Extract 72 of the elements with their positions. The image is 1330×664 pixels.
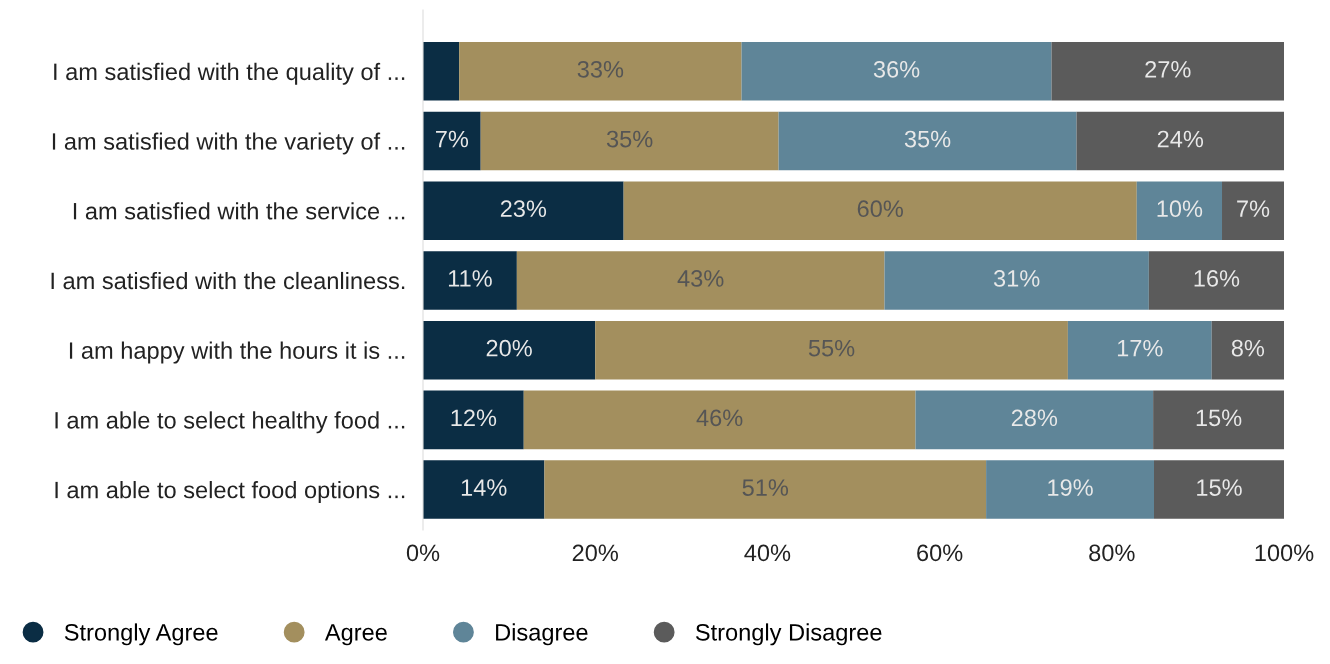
data-label: 51% [742, 479, 789, 496]
y-tick-label: I am satisfied with the service ... [73, 202, 405, 220]
data-label: 31% [993, 270, 1040, 287]
bar [1211, 320, 1284, 380]
data-label: 27% [1145, 60, 1191, 78]
bar [884, 251, 1149, 310]
bar [523, 390, 916, 450]
data-label: 7% [435, 130, 469, 148]
bar [1136, 181, 1223, 241]
data-label: 60% [857, 200, 903, 218]
y-tick-label: I am satisfied with the quality of ... [54, 62, 405, 85]
data-label: 43% [677, 270, 724, 287]
bar [423, 251, 517, 310]
data-label: 14% [461, 479, 507, 496]
data-label: 35% [606, 130, 653, 148]
data-label: 24% [1157, 130, 1204, 148]
legend-label: Agree [324, 624, 387, 646]
data-label: 55% [808, 339, 855, 357]
bar [480, 111, 779, 171]
bar [459, 42, 742, 101]
bar [986, 460, 1154, 519]
data-label: 19% [1048, 479, 1093, 496]
data-label: 16% [1194, 270, 1240, 287]
data-label: 7% [1237, 200, 1270, 217]
legend-label: Disagree [496, 623, 588, 646]
x-tick-label: 20% [572, 544, 618, 562]
data-label: 8% [1231, 339, 1265, 357]
legend-label: Strongly Agree [64, 623, 218, 646]
bar [423, 390, 524, 450]
x-tick-label: 60% [917, 544, 963, 562]
bar [1051, 42, 1284, 101]
data-label: 12% [451, 409, 497, 427]
bar [423, 320, 596, 380]
x-tick-label: 100% [1255, 544, 1314, 562]
y-tick-label: I am satisfied with the variety of ... [52, 132, 405, 155]
y-tick-label: I am able to select healthy food ... [55, 411, 405, 434]
y-tick-label: I am satisfied with the cleanliness. [51, 271, 405, 290]
data-label: 35% [904, 130, 951, 148]
data-label: 46% [696, 409, 743, 427]
bar [1153, 390, 1284, 450]
bar [423, 42, 460, 101]
data-label: 28% [1011, 409, 1058, 427]
data-label: 11% [448, 270, 492, 287]
bar [741, 42, 1052, 101]
bar [423, 111, 481, 171]
x-tick-label: 40% [744, 544, 791, 562]
bar [623, 181, 1137, 241]
bar [1153, 460, 1284, 519]
x-tick-label: 80% [1089, 544, 1135, 562]
bar [423, 460, 545, 519]
bar [516, 251, 885, 310]
bar [1067, 320, 1212, 380]
x-tick-label: 0% [406, 544, 440, 562]
data-label: 15% [1197, 479, 1242, 496]
legend-label: Strongly Disagree [695, 623, 882, 646]
data-label: 23% [500, 200, 547, 218]
bar [423, 181, 624, 241]
bar [1148, 251, 1284, 310]
bar [1076, 111, 1284, 171]
data-label: 15% [1196, 409, 1242, 427]
data-label: 17% [1117, 339, 1163, 357]
bar [1222, 181, 1284, 241]
data-label: 33% [577, 60, 624, 78]
bar [778, 111, 1077, 171]
y-tick-label: I am able to select food options ... [55, 481, 405, 504]
y-tick-label: I am happy with the hours it is ... [69, 341, 405, 364]
bar [595, 320, 1068, 380]
bar [915, 390, 1154, 450]
bar [544, 460, 987, 519]
data-label: 10% [1157, 200, 1203, 218]
data-label: 20% [486, 339, 532, 357]
data-label: 36% [873, 60, 920, 78]
